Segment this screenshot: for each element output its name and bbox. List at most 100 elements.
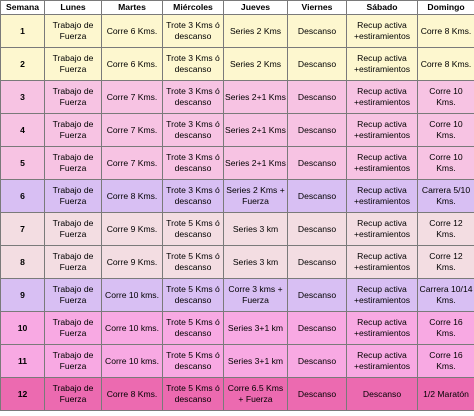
table-row: 11 Trabajo de Fuerza Corre 10 kms. Trote 5 … — [0, 344, 474, 378]
sabado-cell: Recup activa +estiramientos — [346, 212, 418, 246]
lunes-cell: Trabajo de Fuerza — [44, 146, 102, 180]
week-number: 11 — [0, 344, 45, 378]
jueves-cell: Series 3 km — [223, 245, 288, 279]
table-row: 6 Trabajo de Fuerza Corre 8 Kms. Trote 3 Km… — [0, 179, 474, 213]
martes-cell: Corre 9 Kms. — [101, 212, 163, 246]
domingo-cell: Corre 10 Kms. — [417, 146, 474, 180]
lunes-cell: Trabajo de Fuerza — [44, 179, 102, 213]
table-row: 2 Trabajo de Fuerza Corre 6 Kms. Trote 3 Km… — [0, 47, 474, 81]
week-number: 1 — [0, 14, 45, 48]
lunes-cell: Trabajo de Fuerza — [44, 245, 102, 279]
domingo-cell: Corre 12 Kms. — [417, 212, 474, 246]
sabado-cell: Descanso — [346, 377, 418, 411]
jueves-cell: Series 2 Kms — [223, 14, 288, 48]
lunes-cell: Trabajo de Fuerza — [44, 14, 102, 48]
viernes-cell: Descanso — [287, 47, 347, 81]
martes-cell: Corre 7 Kms. — [101, 146, 163, 180]
jueves-cell: Corre 6.5 Kms + Fuerza — [223, 377, 288, 411]
martes-cell: Corre 7 Kms. — [101, 113, 163, 147]
week-number: 2 — [0, 47, 45, 81]
week-number: 8 — [0, 245, 45, 279]
sabado-cell: Recup activa +estiramientos — [346, 344, 418, 378]
sabado-cell: Recup activa +estiramientos — [346, 245, 418, 279]
lunes-cell: Trabajo de Fuerza — [44, 212, 102, 246]
domingo-cell: Corre 16 Kms. — [417, 344, 474, 378]
viernes-cell: Descanso — [287, 146, 347, 180]
lunes-cell: Trabajo de Fuerza — [44, 80, 102, 114]
viernes-cell: Descanso — [287, 80, 347, 114]
lunes-cell: Trabajo de Fuerza — [44, 47, 102, 81]
header-miercoles: Miércoles — [162, 0, 224, 15]
plan-body: 1 Trabajo de Fuerza Corre 6 Kms. Trote 3 Km… — [0, 14, 474, 411]
week-number: 6 — [0, 179, 45, 213]
week-number: 9 — [0, 278, 45, 312]
lunes-cell: Trabajo de Fuerza — [44, 377, 102, 411]
jueves-cell: Series 3+1 km — [223, 344, 288, 378]
miercoles-cell: Trote 3 Kms ó descanso — [162, 146, 224, 180]
domingo-cell: Corre 8 Kms. — [417, 47, 474, 81]
miercoles-cell: Trote 3 Kms ó descanso — [162, 179, 224, 213]
sabado-cell: Recup activa +estiramientos — [346, 278, 418, 312]
jueves-cell: Series 3+1 km — [223, 311, 288, 345]
viernes-cell: Descanso — [287, 278, 347, 312]
table-row: 8 Trabajo de Fuerza Corre 9 Kms. Trote 5 Km… — [0, 245, 474, 279]
miercoles-cell: Trote 5 Kms ó descanso — [162, 245, 224, 279]
viernes-cell: Descanso — [287, 377, 347, 411]
table-row: 7 Trabajo de Fuerza Corre 9 Kms. Trote 5 Km… — [0, 212, 474, 246]
domingo-cell: Carrera 5/10 Kms. — [417, 179, 474, 213]
martes-cell: Corre 6 Kms. — [101, 14, 163, 48]
header-semana: Semana — [0, 0, 45, 15]
week-number: 5 — [0, 146, 45, 180]
martes-cell: Corre 6 Kms. — [101, 47, 163, 81]
week-number: 7 — [0, 212, 45, 246]
miercoles-cell: Trote 3 Kms ó descanso — [162, 14, 224, 48]
miercoles-cell: Trote 3 Kms ó descanso — [162, 47, 224, 81]
table-row: 12 Trabajo de Fuerza Corre 8 Kms. Trote 5 K… — [0, 377, 474, 411]
header-viernes: Viernes — [287, 0, 347, 15]
martes-cell: Corre 9 Kms. — [101, 245, 163, 279]
table-row: 4 Trabajo de Fuerza Corre 7 Kms. Trote 3 Km… — [0, 113, 474, 147]
header-lunes: Lunes — [44, 0, 102, 15]
table-row: 3 Trabajo de Fuerza Corre 7 Kms. Trote 3 Km… — [0, 80, 474, 114]
viernes-cell: Descanso — [287, 245, 347, 279]
sabado-cell: Recup activa +estiramientos — [346, 179, 418, 213]
header-martes: Martes — [101, 0, 163, 15]
lunes-cell: Trabajo de Fuerza — [44, 278, 102, 312]
week-number: 12 — [0, 377, 45, 411]
martes-cell: Corre 8 Kms. — [101, 179, 163, 213]
header-row: Semana Lunes Martes Miércoles Jueves Vie… — [0, 0, 474, 15]
jueves-cell: Series 3 km — [223, 212, 288, 246]
sabado-cell: Recup activa +estiramientos — [346, 146, 418, 180]
sabado-cell: Recup activa +estiramientos — [346, 80, 418, 114]
table-row: 1 Trabajo de Fuerza Corre 6 Kms. Trote 3 Km… — [0, 14, 474, 48]
week-number: 3 — [0, 80, 45, 114]
header-sabado: Sábado — [346, 0, 418, 15]
lunes-cell: Trabajo de Fuerza — [44, 344, 102, 378]
viernes-cell: Descanso — [287, 311, 347, 345]
week-number: 10 — [0, 311, 45, 345]
viernes-cell: Descanso — [287, 113, 347, 147]
lunes-cell: Trabajo de Fuerza — [44, 113, 102, 147]
martes-cell: Corre 10 kms. — [101, 344, 163, 378]
domingo-cell: Corre 10 Kms. — [417, 113, 474, 147]
miercoles-cell: Trote 3 Kms ó descanso — [162, 80, 224, 114]
viernes-cell: Descanso — [287, 14, 347, 48]
table-row: 9 Trabajo de Fuerza Corre 10 kms. Trote 5 K… — [0, 278, 474, 312]
domingo-cell: Carrera 10/14 Kms. — [417, 278, 474, 312]
jueves-cell: Series 2+1 Kms — [223, 113, 288, 147]
miercoles-cell: Trote 3 Kms ó descanso — [162, 113, 224, 147]
miercoles-cell: Trote 5 Kms ó descanso — [162, 377, 224, 411]
jueves-cell: Series 2 Kms — [223, 47, 288, 81]
table-row: 5 Trabajo de Fuerza Corre 7 Kms. Trote 3 Km… — [0, 146, 474, 180]
domingo-cell: Corre 8 Kms. — [417, 14, 474, 48]
miercoles-cell: Trote 5 Kms ó descanso — [162, 311, 224, 345]
martes-cell: Corre 8 Kms. — [101, 377, 163, 411]
miercoles-cell: Trote 5 Kms ó descanso — [162, 344, 224, 378]
martes-cell: Corre 10 kms. — [101, 311, 163, 345]
sabado-cell: Recup activa +estiramientos — [346, 47, 418, 81]
sabado-cell: Recup activa +estiramientos — [346, 311, 418, 345]
table-row: 10 Trabajo de Fuerza Corre 10 kms. Trote 5 … — [0, 311, 474, 345]
lunes-cell: Trabajo de Fuerza — [44, 311, 102, 345]
jueves-cell: Series 2+1 Kms — [223, 80, 288, 114]
